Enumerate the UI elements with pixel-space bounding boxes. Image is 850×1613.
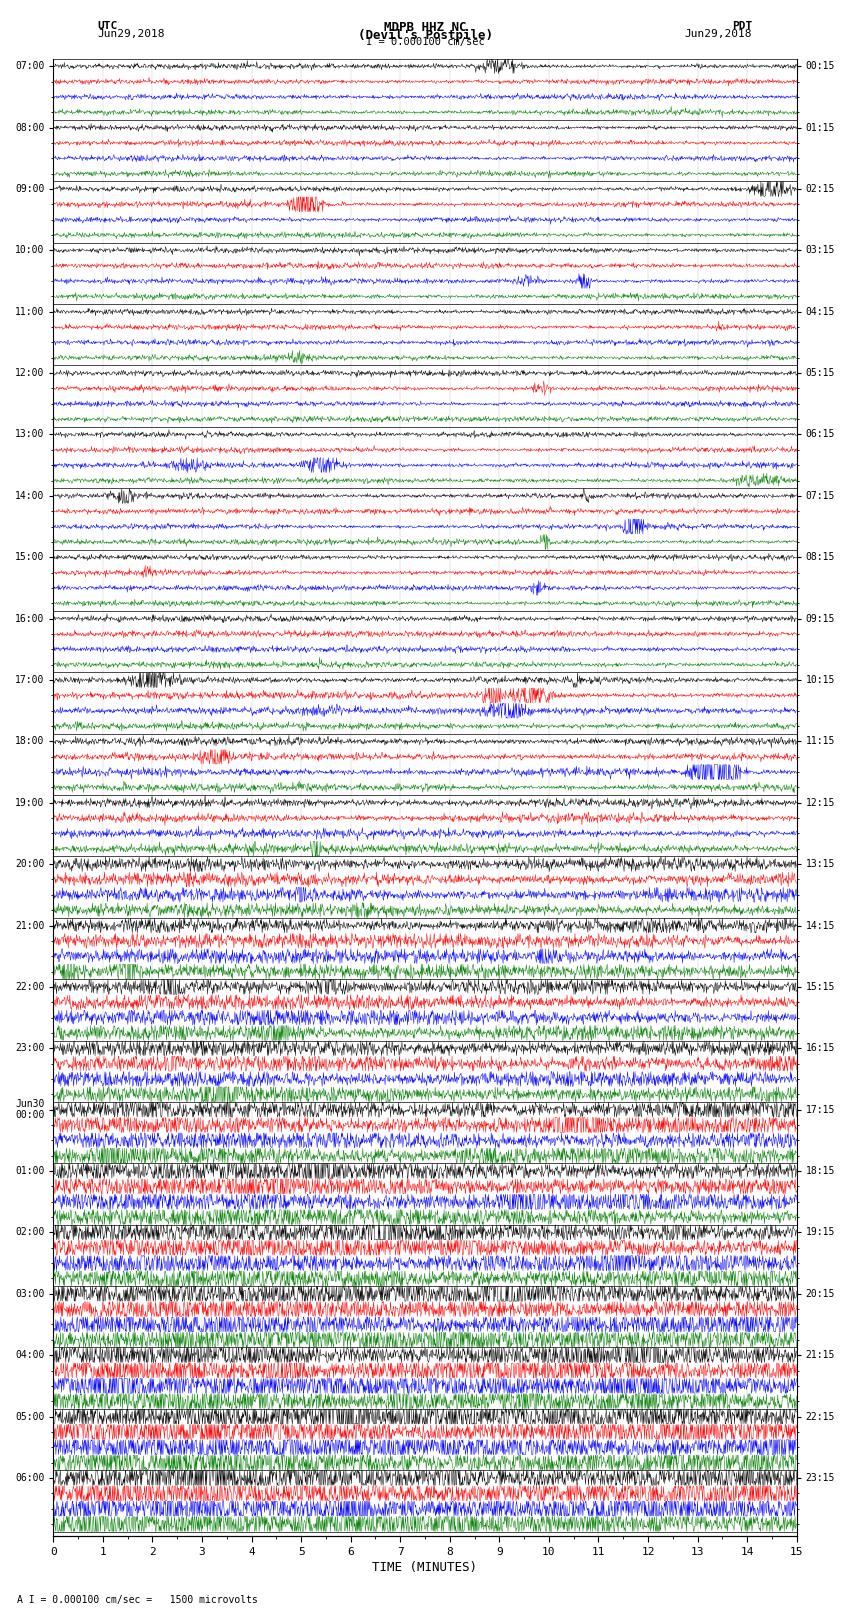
Text: A I = 0.000100 cm/sec =   1500 microvolts: A I = 0.000100 cm/sec = 1500 microvolts bbox=[17, 1595, 258, 1605]
Text: (Devil's Postpile): (Devil's Postpile) bbox=[358, 29, 492, 42]
Text: I = 0.000100 cm/sec: I = 0.000100 cm/sec bbox=[366, 37, 484, 47]
Text: MDPB HHZ NC: MDPB HHZ NC bbox=[383, 21, 467, 34]
Text: Jun29,2018: Jun29,2018 bbox=[98, 29, 165, 39]
Text: UTC: UTC bbox=[98, 21, 118, 31]
Text: PDT: PDT bbox=[732, 21, 752, 31]
X-axis label: TIME (MINUTES): TIME (MINUTES) bbox=[372, 1561, 478, 1574]
Text: Jun29,2018: Jun29,2018 bbox=[685, 29, 752, 39]
